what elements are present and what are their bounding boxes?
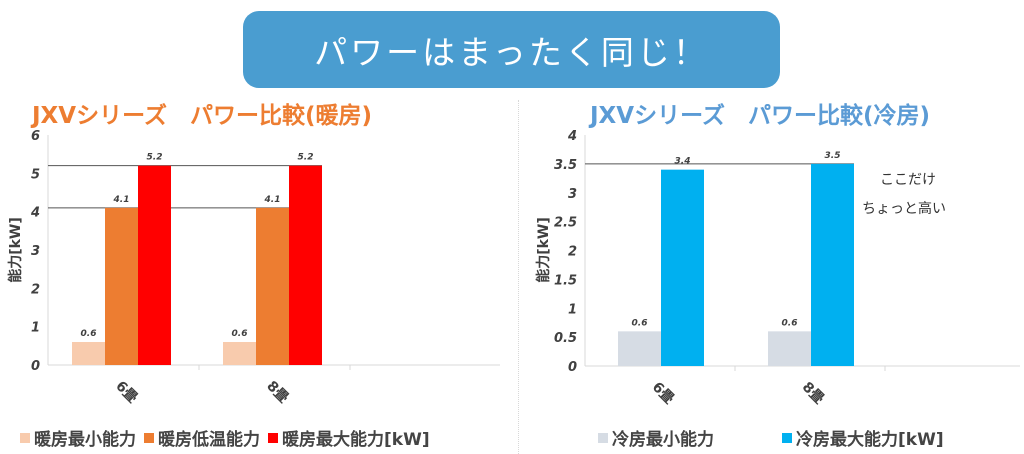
bar bbox=[661, 169, 704, 366]
y-tick-label: 2 bbox=[31, 282, 40, 297]
y-axis-title: 能力[kW] bbox=[7, 217, 24, 283]
y-tick-label: 3 bbox=[31, 244, 40, 259]
y-tick-label: 0 bbox=[568, 360, 577, 375]
bar bbox=[105, 207, 138, 365]
cooling-legend: 冷房最小能力 冷房最大能力[kW] bbox=[598, 425, 952, 450]
data-label: 3.4 bbox=[675, 157, 691, 167]
y-tick-label: 1.5 bbox=[554, 273, 577, 288]
heating-chart-title: JXVシリーズ パワー比較(暖房) bbox=[32, 103, 372, 129]
headline-banner: パワーはまったく同じ！ bbox=[243, 11, 780, 88]
y-tick-label: 0 bbox=[31, 359, 40, 374]
annotation-line-1: ここだけ bbox=[880, 172, 936, 188]
data-label: 0.6 bbox=[81, 329, 97, 339]
data-label: 3.5 bbox=[825, 151, 841, 161]
y-tick-label: 5 bbox=[31, 167, 40, 182]
y-tick-label: 4 bbox=[567, 129, 577, 144]
y-tick-label: 2.5 bbox=[554, 216, 577, 231]
x-tick-label: 8畳 bbox=[799, 379, 827, 407]
y-tick-label: 2 bbox=[568, 245, 577, 260]
annotation-line-2: ちょっと高い bbox=[862, 201, 946, 217]
y-tick-label: 6 bbox=[31, 129, 40, 144]
bar bbox=[618, 331, 661, 366]
y-tick-label: 3 bbox=[568, 187, 577, 202]
data-label: 5.2 bbox=[298, 153, 314, 163]
legend-item: 暖房最小能力 bbox=[20, 425, 136, 450]
legend-swatch bbox=[782, 432, 792, 443]
legend-swatch bbox=[268, 432, 278, 443]
legend-label: 冷房最小能力 bbox=[612, 430, 714, 450]
chart-divider bbox=[518, 100, 519, 454]
legend-label: 暖房低温能力 bbox=[158, 430, 260, 450]
y-tick-label: 1 bbox=[31, 321, 40, 336]
bar bbox=[256, 207, 289, 365]
bar bbox=[138, 165, 171, 365]
bar bbox=[811, 163, 854, 366]
data-label: 4.1 bbox=[264, 195, 281, 205]
data-label: 0.6 bbox=[632, 318, 648, 328]
headline-text: パワーはまったく同じ！ bbox=[314, 32, 709, 72]
legend-item: 暖房低温能力 bbox=[144, 425, 260, 450]
bar bbox=[72, 342, 105, 365]
y-tick-label: 0.5 bbox=[554, 331, 577, 346]
cooling-chart-title: JXVシリーズ パワー比較(冷房) bbox=[590, 103, 930, 129]
legend-swatch bbox=[20, 432, 30, 443]
legend-swatch bbox=[144, 432, 154, 443]
y-tick-label: 4 bbox=[30, 206, 40, 221]
bar bbox=[223, 342, 256, 365]
data-label: 5.2 bbox=[147, 153, 163, 163]
legend-swatch bbox=[598, 432, 608, 443]
data-label: 0.6 bbox=[232, 329, 248, 339]
x-tick-label: 6畳 bbox=[649, 379, 677, 407]
legend-label: 暖房最大能力[kW] bbox=[282, 430, 430, 450]
bar bbox=[768, 331, 811, 366]
data-label: 0.6 bbox=[782, 318, 798, 328]
legend-item: 暖房最大能力[kW] bbox=[268, 425, 430, 450]
legend-item: 冷房最大能力[kW] bbox=[782, 425, 944, 450]
y-axis-title: 能力[kW] bbox=[535, 217, 552, 283]
legend-label: 冷房最大能力[kW] bbox=[796, 430, 944, 450]
heating-legend: 暖房最小能力 暖房低温能力 暖房最大能力[kW] bbox=[20, 425, 438, 450]
legend-label: 暖房最小能力 bbox=[34, 430, 136, 450]
y-tick-label: 1 bbox=[568, 302, 577, 317]
bar bbox=[289, 165, 322, 365]
data-label: 4.1 bbox=[113, 195, 130, 205]
y-tick-label: 3.5 bbox=[554, 158, 577, 173]
legend-item: 冷房最小能力 bbox=[598, 425, 714, 450]
